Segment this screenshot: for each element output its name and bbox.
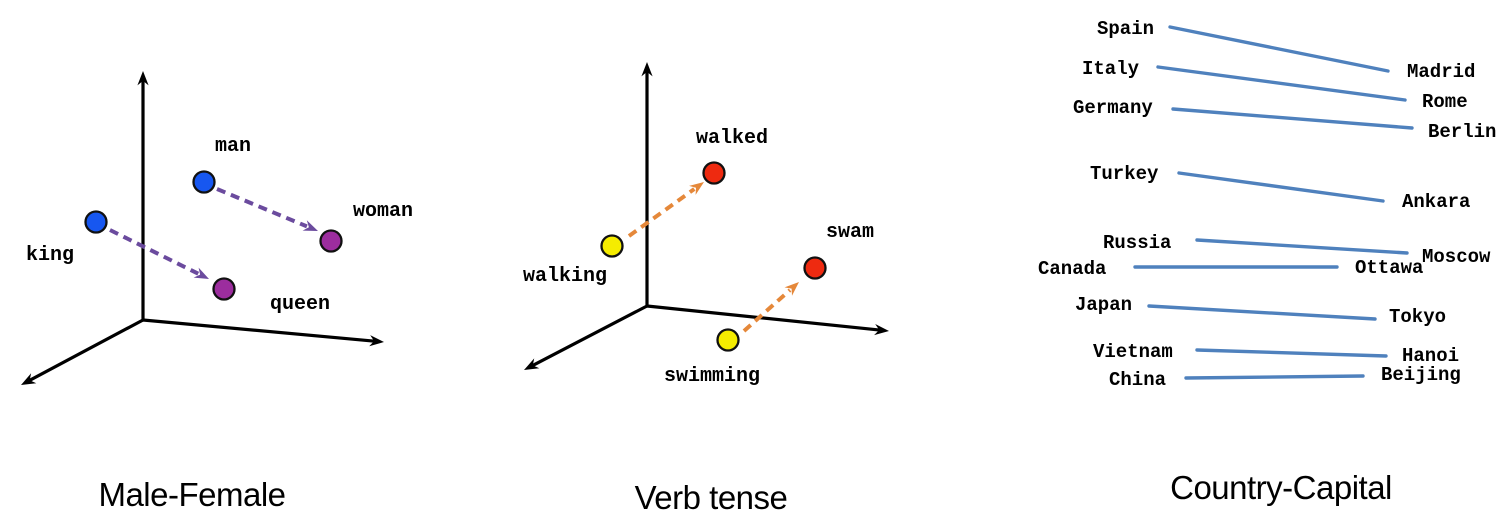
- relation-arrow-swimming-to-swam: [742, 288, 792, 333]
- panel-title-country-capital: Country-Capital: [1170, 469, 1392, 506]
- point-woman: [319, 229, 343, 253]
- capital-label-hanoi: Hanoi: [1402, 345, 1459, 367]
- capital-label-rome: Rome: [1422, 91, 1468, 113]
- country-label-japan: Japan: [1075, 294, 1132, 316]
- point-label-queen: queen: [270, 293, 330, 316]
- country-label-italy: Italy: [1082, 58, 1140, 80]
- pair-line-china-beijing: [1184, 374, 1365, 380]
- pair-line-russia-moscow: [1195, 238, 1409, 255]
- relation-arrow-man-to-woman: [216, 187, 308, 229]
- country-label-vietnam: Vietnam: [1093, 341, 1173, 363]
- point-label-man: man: [215, 135, 251, 158]
- point-label-swimming: swimming: [664, 365, 760, 388]
- country-label-turkey: Turkey: [1090, 163, 1159, 185]
- panel1-axis-horizontal-arrowhead: [369, 335, 384, 347]
- capital-label-moscow: Moscow: [1422, 246, 1491, 268]
- point-label-walked: walked: [696, 127, 768, 150]
- country-label-germany: Germany: [1073, 97, 1153, 119]
- capital-label-beijing: Beijing: [1381, 364, 1461, 386]
- relation-arrow-walking-to-walked-arrowhead: [689, 182, 704, 195]
- capital-label-ankara: Ankara: [1402, 191, 1470, 213]
- capital-label-madrid: Madrid: [1407, 61, 1475, 83]
- panel1-axis-depth: [26, 318, 145, 383]
- capital-label-berlin: Berlin: [1428, 121, 1496, 143]
- capital-label-tokyo: Tokyo: [1389, 306, 1446, 328]
- pair-line-vietnam-hanoi: [1195, 348, 1388, 358]
- relation-arrow-walking-to-walked: [627, 187, 696, 238]
- point-label-swam: swam: [826, 221, 874, 244]
- point-walked: [702, 161, 726, 185]
- country-label-spain: Spain: [1097, 18, 1154, 40]
- panel2-axis-depth-arrowhead: [524, 358, 540, 370]
- capital-label-ottawa: Ottawa: [1355, 257, 1423, 279]
- point-queen: [212, 277, 236, 301]
- point-label-walking: walking: [523, 265, 607, 288]
- point-swimming: [716, 328, 740, 352]
- panel2-axis-horizontal-arrowhead: [874, 324, 889, 336]
- pair-line-turkey-ankara: [1177, 171, 1385, 203]
- country-label-china: China: [1109, 369, 1166, 391]
- relation-arrow-swimming-to-swam-arrowhead: [784, 282, 799, 296]
- point-swam: [803, 256, 827, 280]
- panel1-axis-horizontal: [141, 318, 378, 343]
- panel-title-male-female: Male-Female: [98, 476, 286, 513]
- point-walking: [600, 234, 624, 258]
- relation-arrow-man-to-woman-arrowhead: [302, 220, 318, 231]
- pair-line-germany-berlin: [1171, 107, 1414, 130]
- pair-line-spain-madrid: [1168, 25, 1390, 73]
- point-label-woman: woman: [353, 200, 413, 223]
- panel2-axis-vertical-arrowhead: [641, 62, 653, 77]
- panel2-axis-horizontal: [645, 304, 883, 332]
- panel1-axis-depth-arrowhead: [21, 373, 37, 385]
- pair-line-japan-tokyo: [1147, 304, 1377, 321]
- relation-arrow-king-to-queen: [109, 228, 200, 276]
- country-label-canada: Canada: [1038, 258, 1106, 280]
- country-label-russia: Russia: [1103, 232, 1171, 254]
- relation-arrow-king-to-queen-arrowhead: [193, 267, 209, 279]
- point-king: [84, 210, 108, 234]
- pair-line-italy-rome: [1156, 65, 1407, 102]
- point-man: [192, 170, 216, 194]
- panel-title-verb-tense: Verb tense: [634, 479, 788, 516]
- panel2-axis-depth: [529, 304, 649, 368]
- panel1-axis-vertical-arrowhead: [137, 71, 149, 86]
- point-label-king: king: [26, 244, 74, 267]
